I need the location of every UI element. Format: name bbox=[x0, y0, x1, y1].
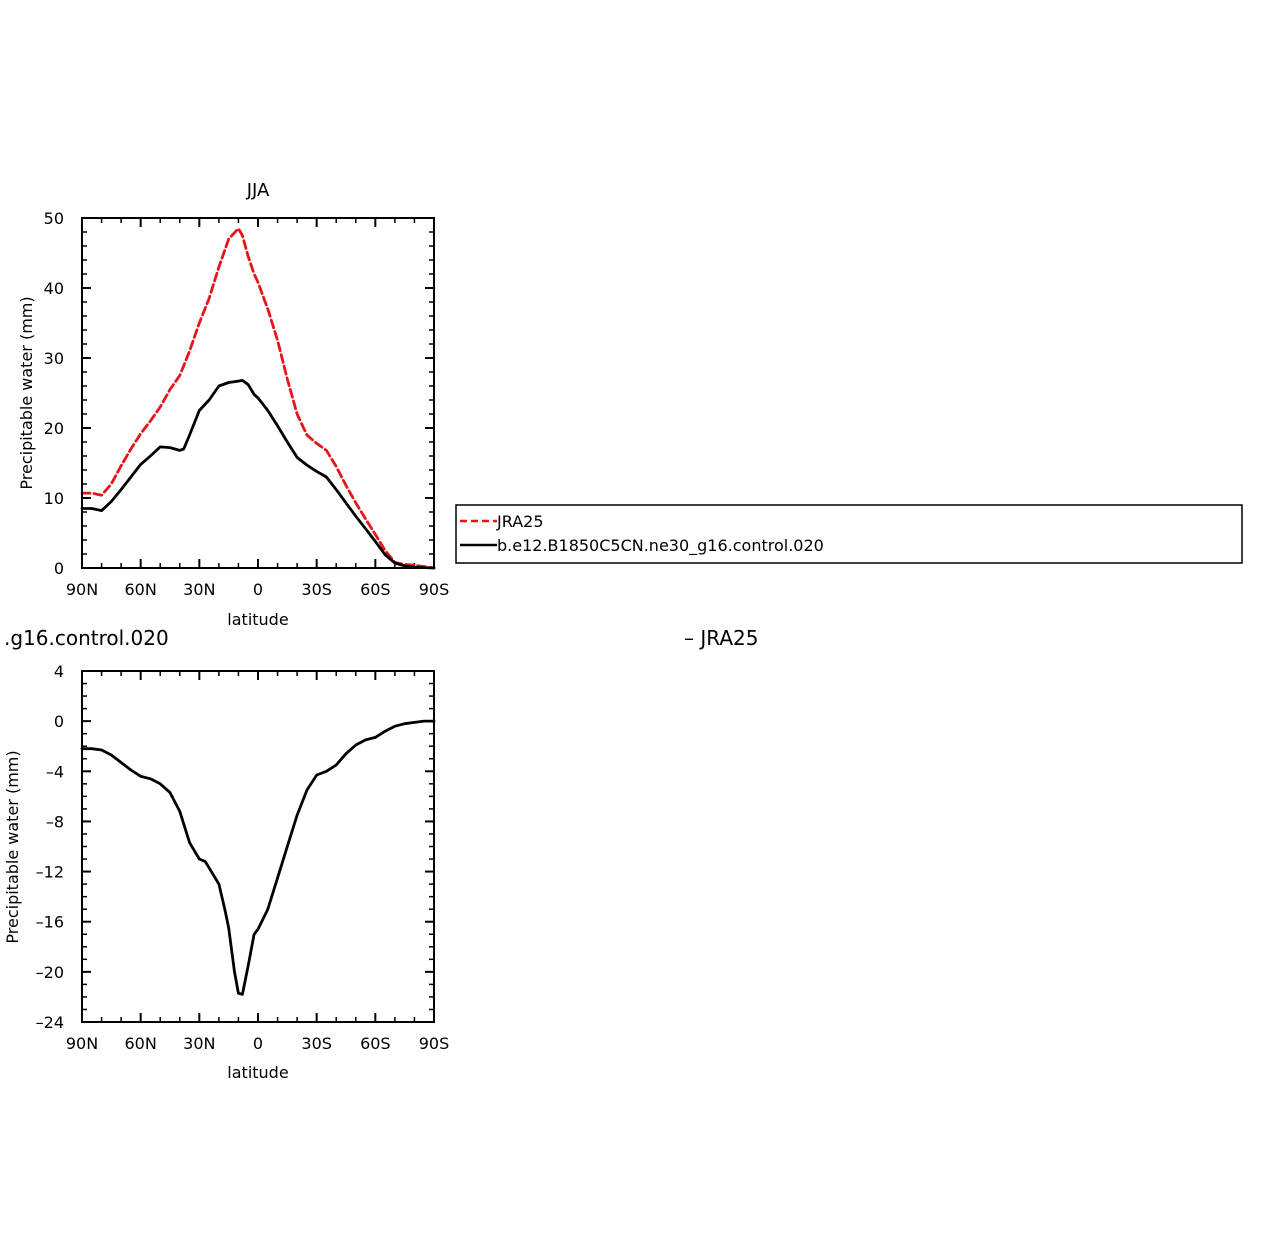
y-tick-label: –12 bbox=[36, 863, 64, 882]
y-tick-label: 10 bbox=[44, 489, 64, 508]
top-panel-frame bbox=[81, 217, 435, 569]
bottom-panel-ylabel: Precipitable water (mm) bbox=[3, 750, 22, 943]
legend-box bbox=[455, 504, 1243, 564]
top-series-line-1 bbox=[80, 227, 436, 570]
y-tick-label: 0 bbox=[54, 559, 64, 578]
y-tick-label: 0 bbox=[54, 712, 64, 731]
y-tick-label: 50 bbox=[44, 209, 64, 228]
y-tick-label: –20 bbox=[36, 963, 64, 982]
top-panel-series bbox=[80, 227, 436, 570]
x-tick-label: 0 bbox=[253, 580, 263, 599]
top-series-line-2 bbox=[80, 378, 436, 570]
bottom-panel-right-label: – JRA25 bbox=[684, 626, 758, 650]
bottom-panel-series bbox=[80, 719, 436, 996]
y-tick-label: –16 bbox=[36, 913, 64, 932]
legend-model-label: b.e12.B1850C5CN.ne30_g16.control.020 bbox=[497, 536, 824, 556]
y-tick-label: –4 bbox=[46, 762, 64, 781]
top-panel-title: JJA bbox=[246, 180, 270, 201]
bottom-panel: .g16.control.020 – JRA25 90N 60N 30N 0 30S 60… bbox=[3, 626, 758, 1082]
x-tick-label: 90N bbox=[66, 580, 98, 599]
x-tick-label: 90S bbox=[419, 580, 450, 599]
x-tick-label: 30S bbox=[301, 580, 332, 599]
y-tick-label: –8 bbox=[46, 812, 64, 831]
top-panel-xlabel: latitude bbox=[227, 610, 288, 629]
legend-jra25-label: JRA25 bbox=[496, 512, 544, 531]
x-tick-label: 60S bbox=[360, 580, 391, 599]
bottom-panel-xlabel: latitude bbox=[227, 1063, 288, 1082]
bottom-panel-left-label: .g16.control.020 bbox=[4, 626, 169, 650]
y-tick-label: –24 bbox=[36, 1013, 64, 1032]
top-panel: JJA 90N 60N 30N 0 30S 60S 90S 0 10 20 30 40 50 latit… bbox=[17, 180, 449, 629]
x-tick-label: 60N bbox=[125, 580, 157, 599]
x-tick-label: 90S bbox=[419, 1034, 450, 1053]
bottom-panel-frame bbox=[81, 670, 435, 1023]
x-tick-label: 30N bbox=[183, 1034, 215, 1053]
y-tick-label: 40 bbox=[44, 279, 64, 298]
y-tick-label: 30 bbox=[44, 349, 64, 368]
top-panel-ylabel: Precipitable water (mm) bbox=[17, 296, 36, 489]
y-tick-label: 20 bbox=[44, 419, 64, 438]
bottom-series-line-1 bbox=[80, 719, 436, 996]
x-tick-label: 30N bbox=[183, 580, 215, 599]
x-tick-label: 60N bbox=[125, 1034, 157, 1053]
x-tick-label: 30S bbox=[301, 1034, 332, 1053]
y-tick-label: 4 bbox=[54, 662, 64, 681]
x-tick-label: 0 bbox=[253, 1034, 263, 1053]
legend: JRA25 b.e12.B1850C5CN.ne30_g16.control.0… bbox=[455, 504, 1243, 564]
top-panel-ticks: 90N 60N 30N 0 30S 60S 90S 0 10 20 30 40 50 bbox=[44, 209, 450, 599]
x-tick-label: 90N bbox=[66, 1034, 98, 1053]
x-tick-label: 60S bbox=[360, 1034, 391, 1053]
